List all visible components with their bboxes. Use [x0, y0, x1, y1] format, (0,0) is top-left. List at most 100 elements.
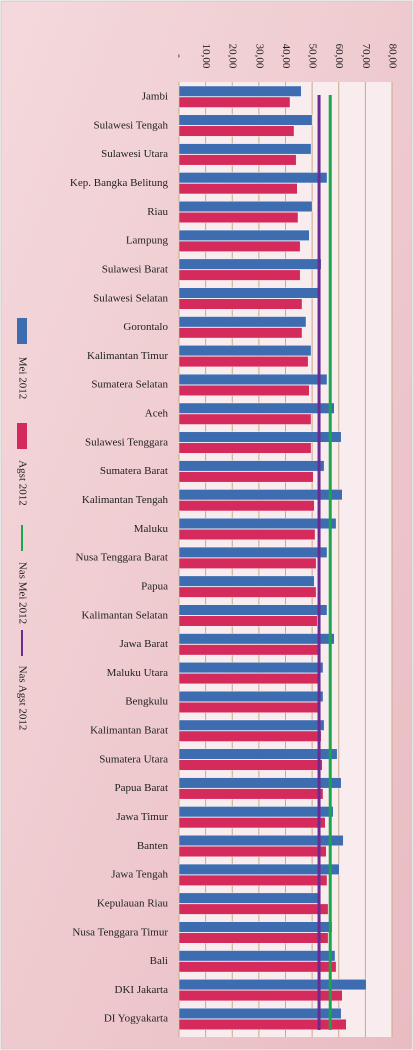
bar	[178, 212, 299, 223]
legend-label: Nas Mei 2012	[16, 562, 28, 624]
category-label: Kalimantan Tengah	[82, 494, 169, 506]
bar	[178, 730, 322, 742]
bar	[178, 316, 307, 328]
bar	[178, 863, 340, 875]
bar	[178, 384, 310, 396]
bar	[178, 298, 303, 310]
bar	[178, 662, 324, 674]
category-label: Riau	[147, 206, 168, 218]
category-label: Jawa Tengah	[111, 869, 168, 881]
bar	[178, 96, 291, 108]
bar	[178, 748, 338, 760]
category-label: Nusa Tenggara Barat	[76, 552, 169, 564]
x-tick-label: 40,00	[280, 44, 292, 69]
bar	[178, 835, 344, 846]
category-label: Sumatera Barat	[100, 465, 168, 477]
bar	[178, 471, 314, 483]
category-label: Jawa Timur	[116, 811, 168, 823]
legend-swatch	[17, 423, 27, 449]
bar	[178, 719, 325, 731]
bar	[178, 921, 333, 933]
bar	[178, 903, 329, 915]
bar	[178, 518, 337, 529]
bar	[178, 817, 326, 829]
category-label: Bengkulu	[125, 696, 168, 708]
bar	[178, 356, 309, 368]
category-label: Kalimantan Barat	[90, 725, 168, 737]
category-label: Sumatera Selatan	[91, 379, 168, 391]
category-label: Gorontalo	[123, 321, 168, 333]
category-label: Aceh	[145, 408, 169, 420]
bar	[178, 345, 312, 357]
category-label: DI Yogyakarta	[104, 1013, 168, 1025]
bar	[178, 932, 329, 944]
bar	[178, 546, 328, 558]
x-tick-label: 30,00	[253, 44, 265, 69]
legend-swatch	[17, 318, 27, 344]
bar	[178, 701, 321, 713]
category-label: Kalimantan Timur	[87, 350, 168, 362]
bar	[178, 240, 301, 252]
bar	[178, 373, 328, 385]
x-tick-label: 60,00	[333, 44, 345, 69]
bar	[178, 287, 320, 299]
category-label: Sumatera Utara	[99, 753, 168, 765]
bar	[178, 327, 303, 339]
x-tick-label: 70,00	[360, 44, 372, 69]
bar	[178, 258, 322, 270]
bar	[178, 759, 323, 771]
category-label: Sulawesi Utara	[101, 148, 168, 160]
bar	[178, 1018, 347, 1030]
bar	[178, 402, 335, 414]
bar	[178, 575, 315, 587]
x-tick-label: 10,00	[200, 44, 212, 69]
category-label: Kep. Bangka Belitung	[70, 177, 169, 189]
bar	[178, 979, 367, 991]
category-label: Jambi	[142, 91, 168, 103]
bar	[178, 615, 318, 627]
category-label: Maluku Utara	[107, 667, 169, 679]
legend-label: Nas Agst 2012	[16, 666, 28, 731]
category-label: Lampung	[126, 235, 169, 247]
legend-label: Agst 2012	[16, 460, 28, 506]
bar	[178, 990, 343, 1002]
bar	[178, 183, 298, 195]
bar	[178, 961, 337, 973]
bar	[178, 690, 324, 702]
bar	[178, 529, 316, 540]
bar	[178, 604, 328, 616]
category-label: Papua	[141, 580, 168, 592]
category-label: DKI Jakarta	[115, 984, 169, 996]
bar	[178, 673, 320, 685]
bar	[178, 85, 302, 97]
bar	[178, 442, 312, 454]
bar	[178, 172, 328, 184]
bar	[178, 1007, 342, 1019]
bar	[178, 125, 295, 137]
bar	[178, 586, 317, 598]
bar	[178, 557, 317, 569]
bar	[178, 460, 325, 472]
x-tick-label: 80,00	[386, 44, 398, 69]
bar	[178, 874, 328, 886]
legend-label: Mei 2012	[16, 357, 28, 399]
category-label: Banten	[137, 840, 169, 852]
bar	[178, 633, 335, 645]
category-label: Kepulauan Riau	[97, 897, 169, 909]
bar	[178, 154, 297, 166]
bar	[178, 846, 327, 857]
x-tick-label: 20,00	[227, 44, 239, 69]
category-label: Bali	[150, 955, 168, 967]
x-tick-label: 50,00	[307, 44, 319, 69]
bar	[178, 269, 301, 281]
bar	[178, 229, 310, 241]
category-label: Sulawesi Tenggara	[85, 436, 168, 448]
bar	[178, 489, 343, 501]
bar	[178, 644, 319, 656]
category-label: Sulawesi Selatan	[93, 292, 168, 304]
bar	[178, 201, 313, 212]
bar	[178, 143, 312, 155]
category-label: Sulawesi Tengah	[94, 119, 169, 131]
bar	[178, 892, 319, 904]
category-label: Jawa Barat	[119, 638, 168, 650]
